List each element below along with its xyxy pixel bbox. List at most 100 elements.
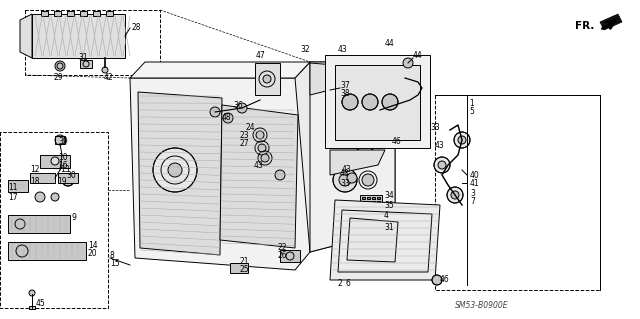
Text: 7: 7 (470, 197, 475, 205)
Text: 43: 43 (435, 140, 445, 150)
Polygon shape (20, 14, 32, 58)
Bar (372, 213, 375, 215)
Text: 46: 46 (392, 137, 402, 146)
Bar (372, 201, 375, 203)
Circle shape (51, 193, 59, 201)
Circle shape (432, 275, 442, 285)
Text: 46: 46 (440, 276, 450, 285)
Text: 35: 35 (384, 202, 394, 211)
Text: 26: 26 (278, 251, 287, 261)
Bar (362, 213, 365, 215)
Circle shape (223, 113, 233, 123)
Circle shape (454, 132, 470, 148)
Circle shape (263, 75, 271, 83)
Circle shape (353, 128, 377, 152)
Bar (8, 242, 86, 260)
Circle shape (333, 88, 357, 112)
Bar (377, 213, 380, 215)
Text: 44: 44 (385, 40, 395, 48)
Circle shape (347, 173, 357, 183)
Text: 39: 39 (58, 137, 68, 145)
Bar (280, 250, 300, 262)
Text: 38: 38 (340, 88, 349, 98)
Text: 37: 37 (340, 80, 349, 90)
Text: 31: 31 (384, 224, 394, 233)
Circle shape (382, 94, 398, 110)
Text: 3: 3 (470, 189, 475, 197)
Bar (377, 205, 380, 207)
Circle shape (258, 144, 266, 152)
Bar (362, 201, 365, 203)
Bar (93, 11, 100, 16)
Bar (367, 201, 370, 203)
Text: 41: 41 (470, 179, 479, 188)
Text: 44: 44 (413, 51, 423, 61)
Circle shape (153, 148, 197, 192)
Bar (367, 213, 370, 215)
Bar (55, 136, 65, 144)
Bar (372, 209, 375, 211)
Text: 21: 21 (240, 257, 250, 266)
Text: 20: 20 (88, 249, 98, 257)
Circle shape (55, 61, 65, 71)
Text: 28: 28 (131, 24, 141, 33)
Text: 43: 43 (254, 160, 264, 169)
Polygon shape (600, 14, 622, 30)
Circle shape (55, 135, 65, 145)
Text: SM53-B0900E: SM53-B0900E (455, 301, 509, 310)
Text: 27: 27 (240, 139, 250, 149)
Text: 9: 9 (72, 213, 77, 222)
Circle shape (359, 134, 371, 146)
Circle shape (339, 174, 351, 186)
Text: 6: 6 (346, 279, 351, 288)
Text: 19: 19 (57, 176, 67, 186)
Bar (106, 11, 113, 16)
Circle shape (458, 136, 466, 144)
Circle shape (102, 67, 108, 73)
Bar (377, 209, 380, 211)
Text: 14: 14 (88, 241, 98, 249)
Circle shape (256, 131, 264, 139)
Circle shape (434, 157, 450, 173)
Circle shape (403, 58, 413, 68)
Circle shape (339, 94, 351, 106)
Bar (41, 11, 48, 16)
Polygon shape (130, 78, 310, 270)
Polygon shape (138, 92, 222, 255)
Circle shape (333, 168, 357, 192)
Circle shape (210, 107, 220, 117)
Text: 10: 10 (58, 152, 68, 161)
Text: 30: 30 (66, 170, 76, 180)
Bar (367, 205, 370, 207)
Polygon shape (295, 62, 395, 252)
Text: 31: 31 (78, 53, 88, 62)
Circle shape (438, 161, 446, 169)
Bar (80, 60, 92, 68)
Bar (362, 205, 365, 207)
Text: 43: 43 (340, 169, 349, 179)
Text: 11: 11 (8, 182, 17, 191)
Bar (367, 209, 370, 211)
Bar (8, 215, 70, 233)
Circle shape (261, 154, 269, 162)
Text: 32: 32 (300, 46, 310, 55)
Polygon shape (335, 65, 420, 140)
Polygon shape (8, 180, 28, 192)
Bar (362, 197, 365, 199)
Polygon shape (220, 105, 298, 248)
Bar (360, 195, 382, 215)
Circle shape (362, 94, 378, 110)
Polygon shape (255, 63, 280, 95)
Polygon shape (347, 218, 398, 262)
Text: 22: 22 (278, 243, 287, 253)
Circle shape (357, 230, 367, 240)
Polygon shape (58, 173, 78, 183)
Text: 43: 43 (342, 166, 352, 174)
Text: 8: 8 (110, 250, 115, 259)
Text: 47: 47 (256, 50, 266, 60)
Bar (80, 11, 87, 16)
Text: 29: 29 (53, 73, 63, 83)
Text: 12: 12 (30, 166, 40, 174)
Circle shape (447, 187, 463, 203)
Text: 5: 5 (469, 108, 474, 116)
